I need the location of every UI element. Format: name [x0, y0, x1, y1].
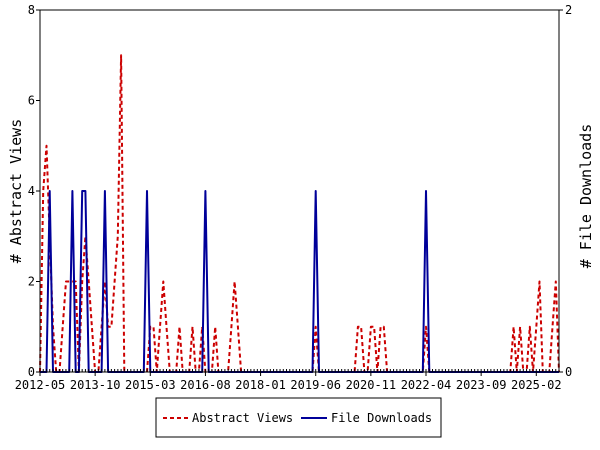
y-tick-label: 4	[28, 184, 35, 198]
x-tick-label: 2020-11	[346, 378, 397, 392]
x-tick-label: 2012-05	[15, 378, 66, 392]
legend: Abstract Views File Downloads	[155, 397, 442, 438]
y2-axis-title: # File Downloads	[577, 124, 595, 269]
y-tick-label: 0	[28, 365, 35, 379]
y-tick-label: 6	[28, 94, 35, 108]
legend-label-abstract-views: Abstract Views	[192, 411, 293, 425]
x-tick-label: 2013-10	[70, 378, 121, 392]
x-tick-label: 2016-08	[180, 378, 231, 392]
x-tick-label: 2018-01	[235, 378, 286, 392]
axes: 2012-05 2013-10 2015-03 2016-08 2018-01 2019-…	[15, 3, 573, 392]
y-axis-title: # Abstract Views	[7, 119, 25, 264]
y-tick-label: 8	[28, 3, 35, 17]
x-tick-label: 2025-02	[511, 378, 562, 392]
y2-tick-label: 0	[565, 365, 572, 379]
y-tick-label: 2	[28, 275, 35, 289]
legend-label-file-downloads: File Downloads	[331, 411, 432, 425]
x-tick-label: 2019-06	[290, 378, 341, 392]
x-tick-label: 2023-09	[456, 378, 507, 392]
x-tick-label: 2015-03	[125, 378, 176, 392]
plot-background	[40, 10, 559, 372]
plot-area	[40, 10, 559, 372]
legend-box	[155, 397, 442, 438]
x-tick-label: 2022-04	[401, 378, 452, 392]
y2-tick-label: 2	[565, 3, 572, 17]
